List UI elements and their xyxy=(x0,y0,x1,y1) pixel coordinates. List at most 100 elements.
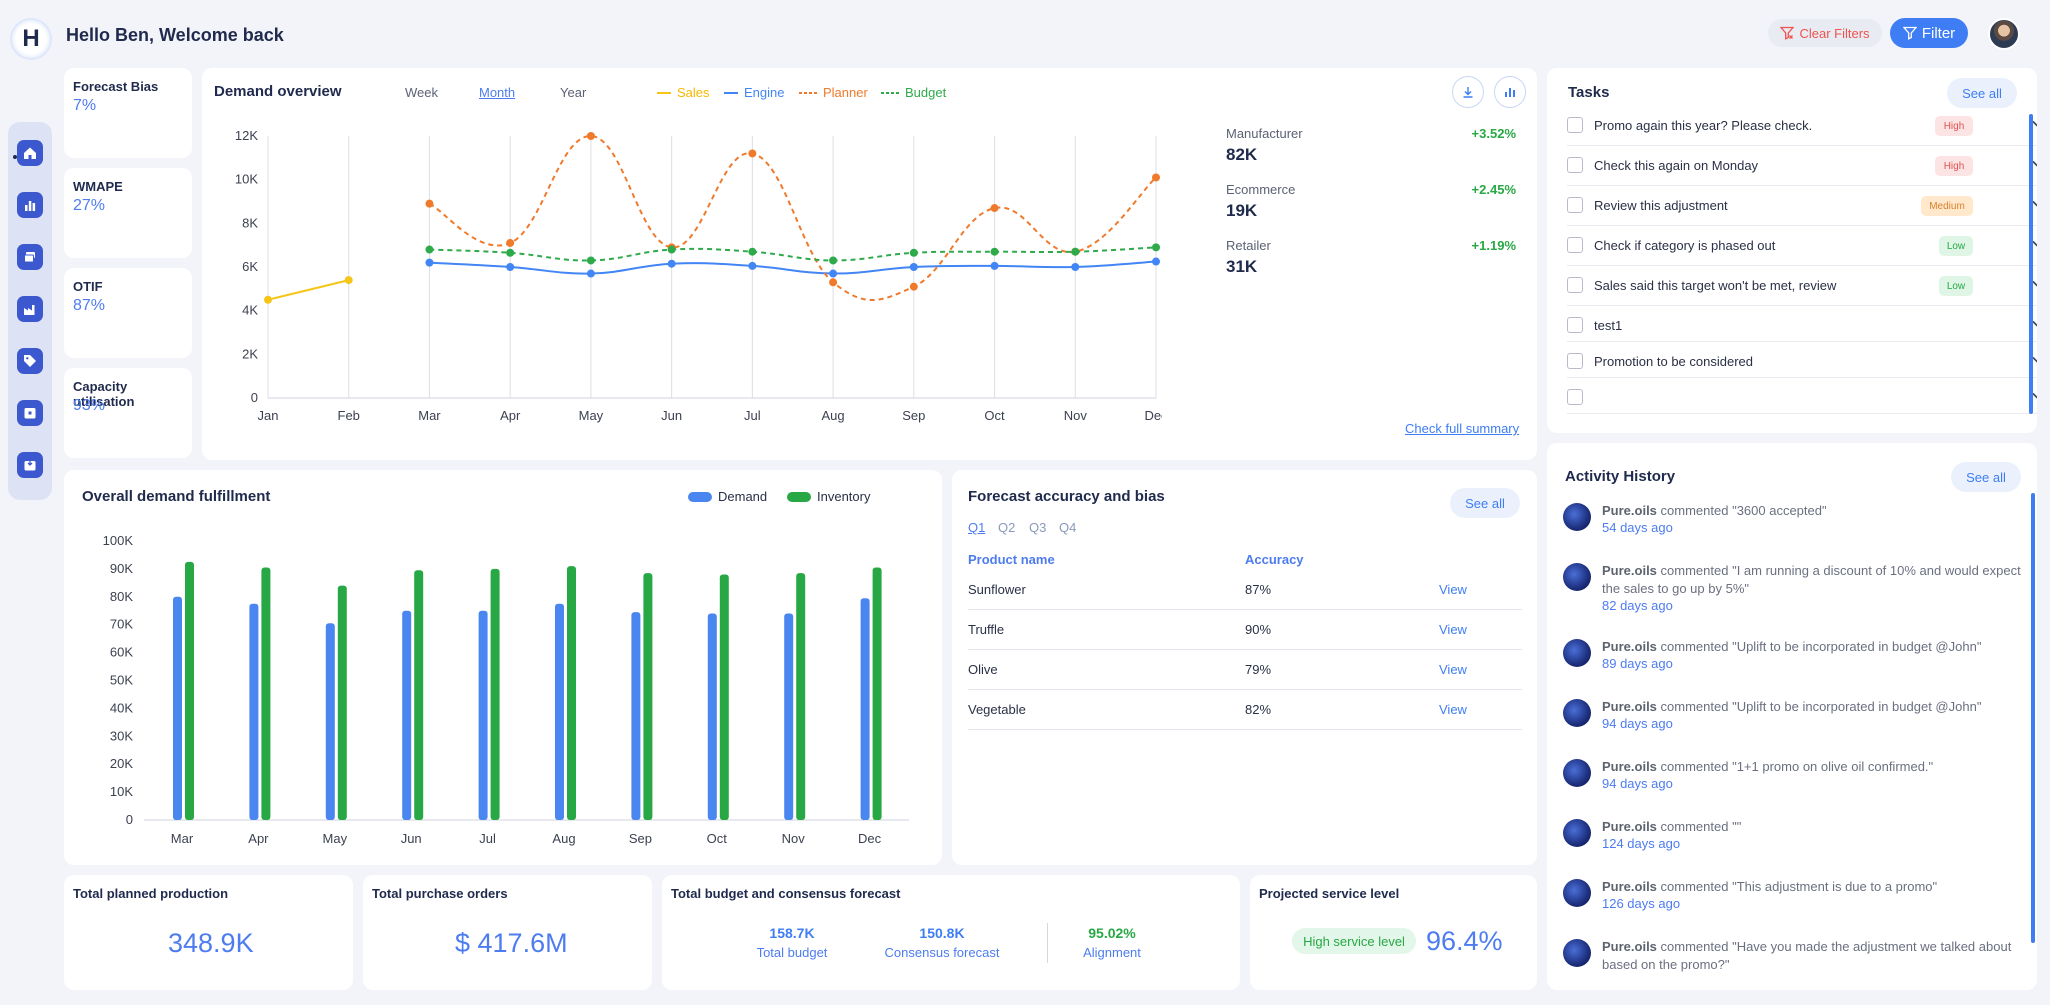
bar-inventory[interactable] xyxy=(643,573,653,820)
activity-user[interactable]: Pure.oils xyxy=(1602,819,1657,834)
bar-demand[interactable] xyxy=(707,613,717,820)
column-header-accuracy[interactable]: Accuracy xyxy=(1245,552,1304,567)
tab-q4[interactable]: Q4 xyxy=(1059,520,1077,535)
data-point-planner[interactable] xyxy=(506,238,515,247)
chevron-down-icon[interactable] xyxy=(2031,197,2037,211)
legend-engine[interactable]: Engine xyxy=(724,85,784,100)
bar-inventory[interactable] xyxy=(567,566,576,820)
bar-demand[interactable] xyxy=(325,623,335,820)
task-item[interactable]: test1 xyxy=(1567,306,2037,342)
task-checkbox[interactable] xyxy=(1567,317,1583,333)
task-item[interactable]: Review this adjustment Medium xyxy=(1567,186,2037,226)
activity-see-all-button[interactable]: See all xyxy=(1951,462,2021,492)
bar-demand[interactable] xyxy=(784,613,794,820)
view-link[interactable]: View xyxy=(1439,702,1467,717)
data-point-budget[interactable] xyxy=(425,245,434,254)
view-link[interactable]: View xyxy=(1439,662,1467,677)
data-point-budget[interactable] xyxy=(990,247,999,256)
bar-demand[interactable] xyxy=(555,603,564,820)
data-point-engine[interactable] xyxy=(829,269,838,278)
download-button[interactable] xyxy=(1452,76,1484,108)
bar-inventory[interactable] xyxy=(261,567,271,820)
bar-inventory[interactable] xyxy=(719,574,729,820)
bar-demand[interactable] xyxy=(631,612,641,820)
view-link[interactable]: View xyxy=(1439,582,1467,597)
data-point-budget[interactable] xyxy=(909,248,918,257)
activity-user[interactable]: Pure.oils xyxy=(1602,759,1657,774)
chevron-down-icon[interactable] xyxy=(2031,117,2037,131)
task-item[interactable] xyxy=(1567,378,2037,414)
data-point-sales[interactable] xyxy=(344,276,353,285)
data-point-engine[interactable] xyxy=(586,269,595,278)
activity-user[interactable]: Pure.oils xyxy=(1602,639,1657,654)
task-item[interactable]: Sales said this target won't be met, rev… xyxy=(1567,266,2037,306)
bar-inventory[interactable] xyxy=(872,567,882,820)
tab-q1[interactable]: Q1 xyxy=(968,520,986,535)
data-point-engine[interactable] xyxy=(425,258,434,267)
legend-planner[interactable]: Planner xyxy=(799,85,868,100)
bar-inventory[interactable] xyxy=(185,561,194,820)
data-point-planner[interactable] xyxy=(909,282,918,291)
app-logo[interactable]: H xyxy=(10,18,52,60)
column-header-product[interactable]: Product name xyxy=(968,552,1055,567)
task-checkbox[interactable] xyxy=(1567,157,1583,173)
data-point-sales[interactable] xyxy=(264,295,272,304)
data-point-planner[interactable] xyxy=(586,132,595,140)
activity-user[interactable]: Pure.oils xyxy=(1602,939,1657,954)
check-full-summary-link[interactable]: Check full summary xyxy=(1405,421,1520,436)
activity-user[interactable]: Pure.oils xyxy=(1602,879,1657,894)
tab-q3[interactable]: Q3 xyxy=(1029,520,1047,535)
bar-inventory[interactable] xyxy=(414,570,424,820)
data-point-engine[interactable] xyxy=(748,261,757,270)
view-link[interactable]: View xyxy=(1439,622,1467,637)
data-point-planner[interactable] xyxy=(748,149,757,158)
activity-user[interactable]: Pure.oils xyxy=(1602,699,1657,714)
data-point-budget[interactable] xyxy=(1152,243,1160,252)
data-point-budget[interactable] xyxy=(829,256,838,265)
data-point-engine[interactable] xyxy=(1071,263,1080,271)
chevron-down-icon[interactable] xyxy=(2031,277,2037,291)
nav-layers[interactable] xyxy=(17,244,43,270)
data-point-planner[interactable] xyxy=(1152,173,1160,182)
activity-user[interactable]: Pure.oils xyxy=(1602,503,1657,518)
data-point-budget[interactable] xyxy=(748,247,757,256)
task-item[interactable]: Promotion to be considered xyxy=(1567,342,2037,378)
legend-sales[interactable]: Sales xyxy=(657,85,710,100)
data-point-engine[interactable] xyxy=(506,263,515,271)
data-point-engine[interactable] xyxy=(1152,257,1160,266)
task-item[interactable]: Check if category is phased out Low xyxy=(1567,226,2037,266)
nav-inbox[interactable] xyxy=(17,452,43,478)
data-point-engine[interactable] xyxy=(909,263,918,271)
tab-month[interactable]: Month xyxy=(479,85,516,100)
nav-home[interactable] xyxy=(17,140,43,166)
filter-button[interactable]: Filter xyxy=(1890,18,1968,48)
tab-q2[interactable]: Q2 xyxy=(998,520,1016,535)
data-point-planner[interactable] xyxy=(425,199,434,208)
tab-week[interactable]: Week xyxy=(405,85,438,100)
user-avatar[interactable] xyxy=(1988,18,2020,50)
task-checkbox[interactable] xyxy=(1567,277,1583,293)
bar-inventory[interactable] xyxy=(796,573,806,820)
tasks-see-all-button[interactable]: See all xyxy=(1947,78,2017,108)
forecast-see-all-button[interactable]: See all xyxy=(1450,488,1520,518)
task-checkbox[interactable] xyxy=(1567,117,1583,133)
data-point-budget[interactable] xyxy=(667,245,676,254)
task-checkbox[interactable] xyxy=(1567,353,1583,369)
task-checkbox[interactable] xyxy=(1567,237,1583,253)
data-point-budget[interactable] xyxy=(1071,247,1080,256)
task-item[interactable]: Check this again on Monday High xyxy=(1567,146,2037,186)
chevron-down-icon[interactable] xyxy=(2031,353,2037,367)
bar-inventory[interactable] xyxy=(337,585,347,820)
chevron-down-icon[interactable] xyxy=(2031,317,2037,331)
chart-type-button[interactable] xyxy=(1494,76,1526,108)
legend-budget[interactable]: Budget xyxy=(881,85,946,100)
nav-analytics[interactable] xyxy=(17,192,43,218)
bar-demand[interactable] xyxy=(860,598,870,820)
data-point-engine[interactable] xyxy=(667,259,676,268)
bar-demand[interactable] xyxy=(402,610,412,820)
chevron-down-icon[interactable] xyxy=(2031,389,2037,403)
tasks-scrollbar[interactable] xyxy=(2029,114,2033,414)
activity-scrollbar[interactable] xyxy=(2031,493,2035,943)
nav-calendar[interactable] xyxy=(17,400,43,426)
data-point-planner[interactable] xyxy=(829,278,838,287)
